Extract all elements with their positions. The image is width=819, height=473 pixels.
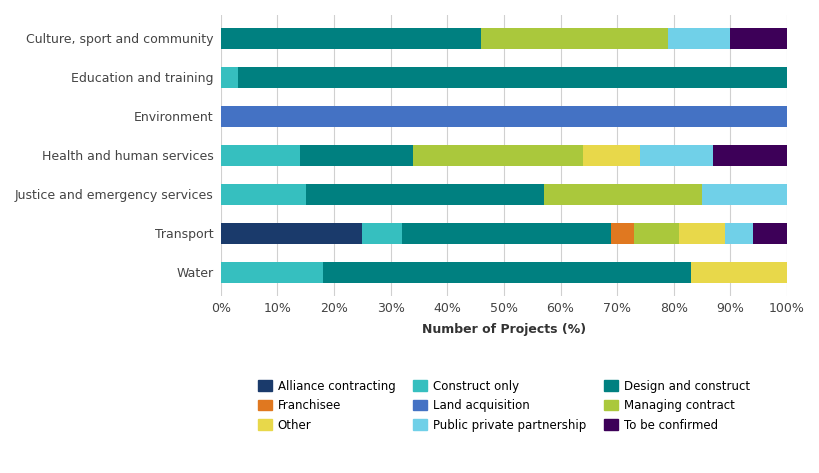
Bar — [305, 184, 543, 205]
Bar — [679, 223, 724, 244]
Bar — [724, 223, 752, 244]
Bar — [413, 145, 582, 166]
Bar — [543, 184, 701, 205]
Bar — [401, 223, 611, 244]
Bar — [220, 106, 786, 127]
Bar — [701, 184, 786, 205]
X-axis label: Number of Projects (%): Number of Projects (%) — [421, 323, 586, 336]
Bar — [220, 28, 481, 49]
Bar — [220, 262, 322, 283]
Bar — [667, 28, 730, 49]
Bar — [713, 145, 786, 166]
Bar — [690, 262, 786, 283]
Legend: Alliance contracting, Franchisee, Other, Construct only, Land acquisition, Publi: Alliance contracting, Franchisee, Other,… — [252, 375, 754, 437]
Bar — [220, 145, 300, 166]
Bar — [220, 223, 362, 244]
Bar — [362, 223, 401, 244]
Bar — [633, 223, 679, 244]
Bar — [220, 67, 238, 88]
Bar — [639, 145, 713, 166]
Bar — [582, 145, 639, 166]
Bar — [322, 262, 690, 283]
Bar — [238, 67, 786, 88]
Bar — [481, 28, 667, 49]
Bar — [611, 223, 633, 244]
Bar — [730, 28, 786, 49]
Bar — [220, 184, 305, 205]
Bar — [300, 145, 413, 166]
Bar — [752, 223, 786, 244]
